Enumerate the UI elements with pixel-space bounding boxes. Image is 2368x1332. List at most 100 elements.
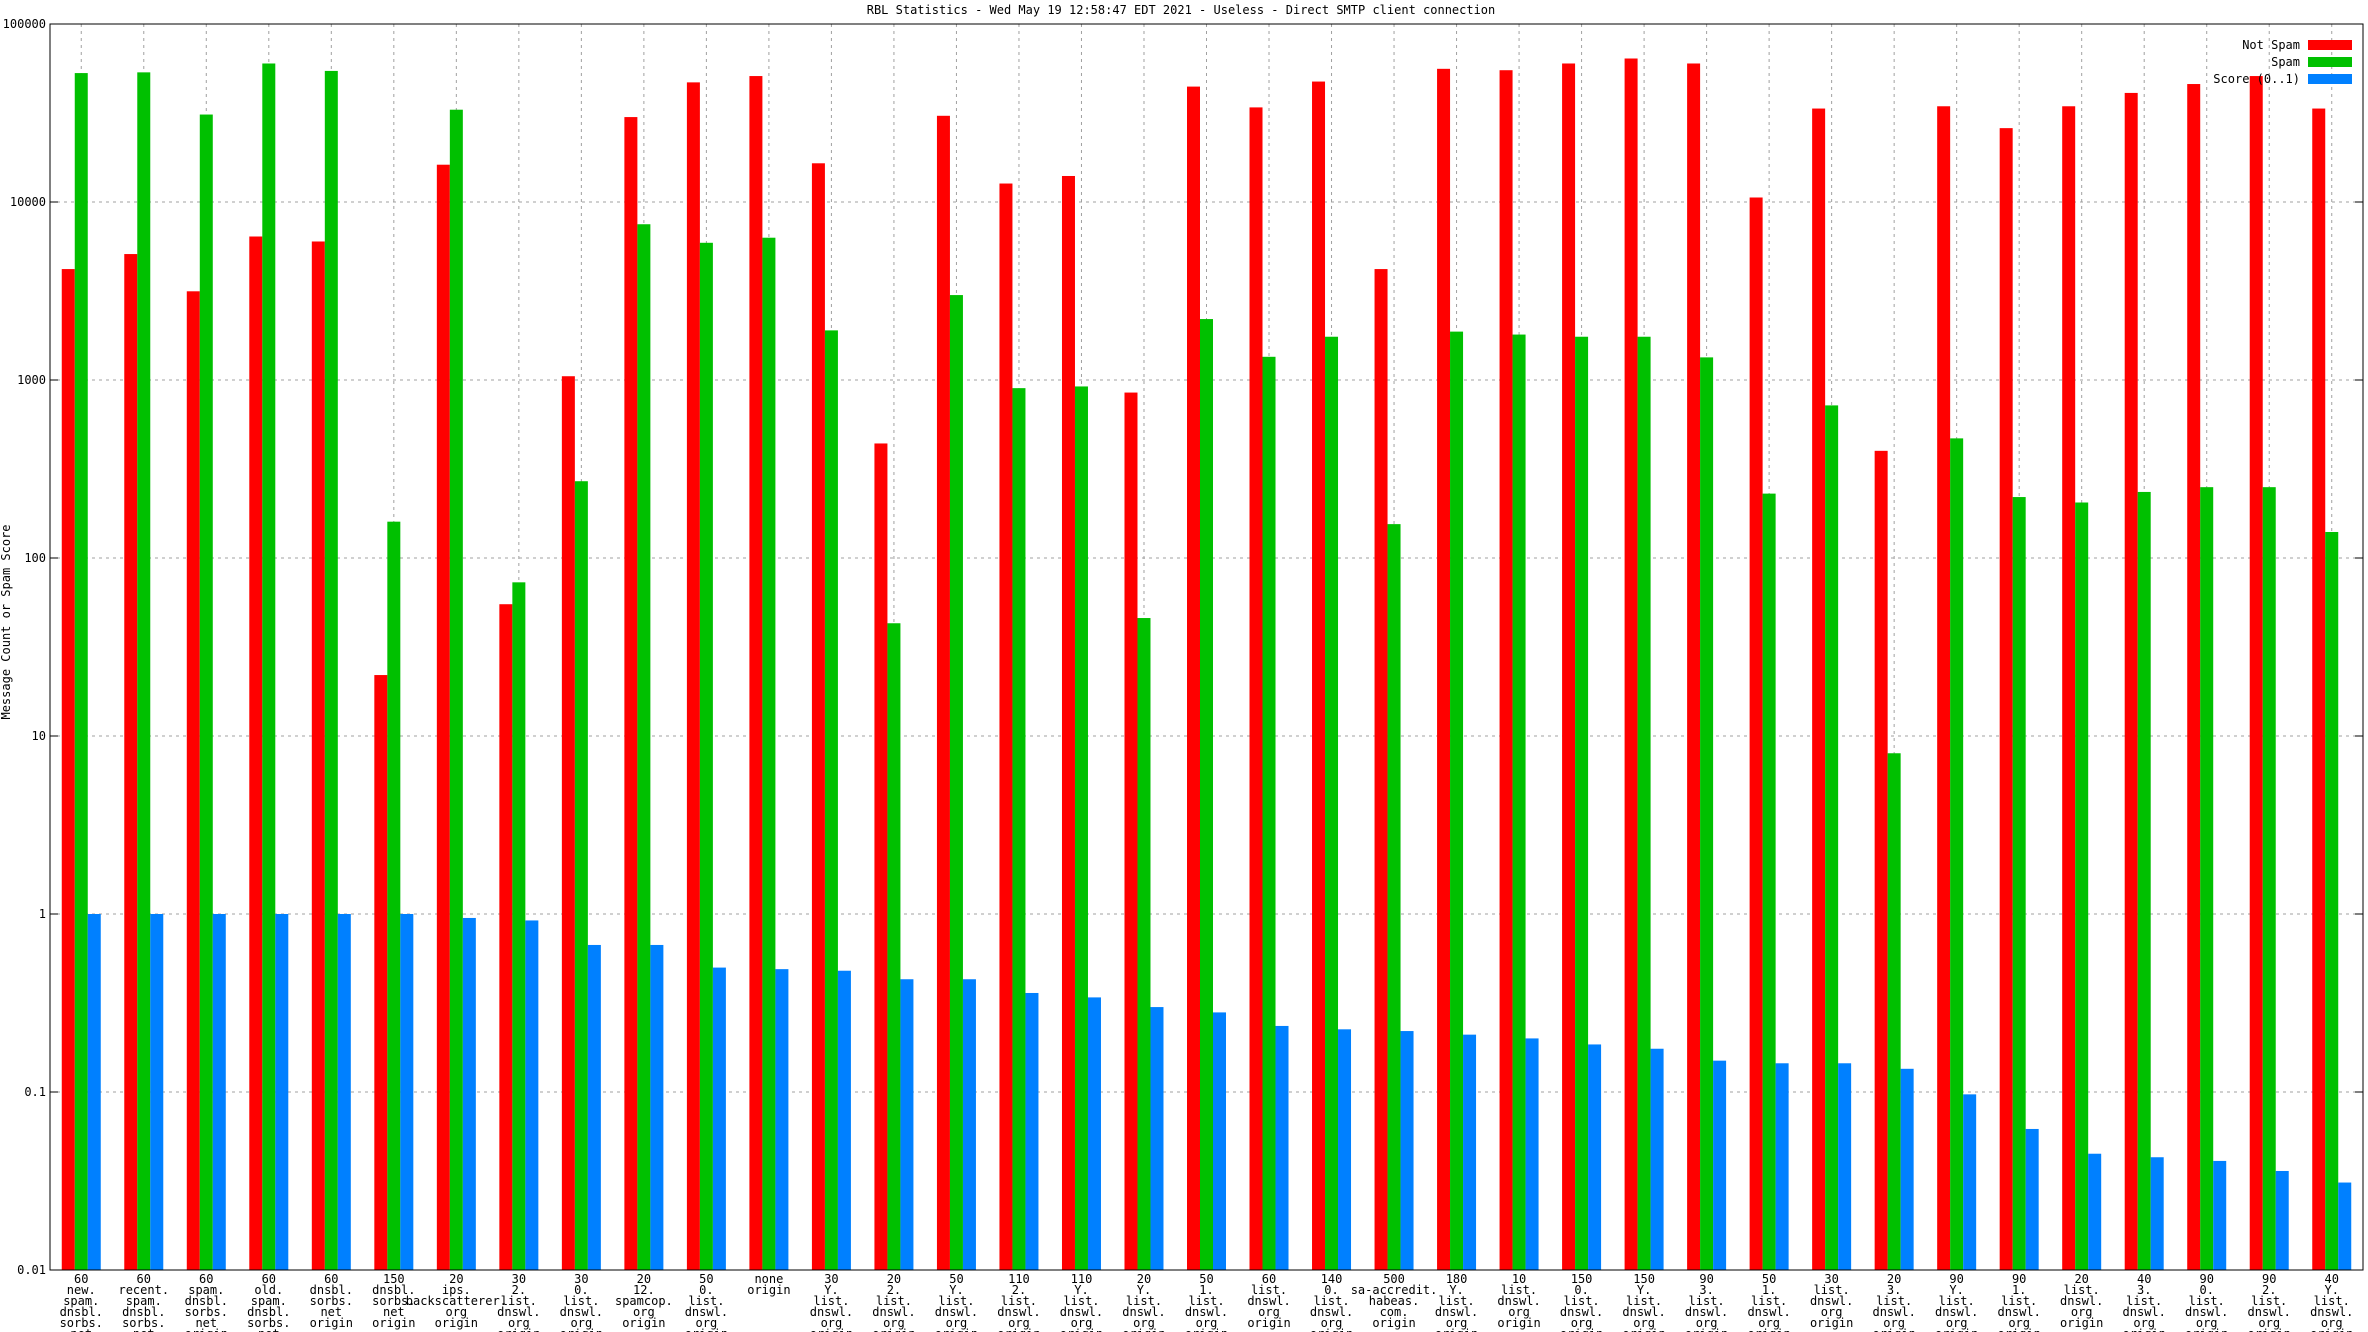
x-category-label-line: org xyxy=(2321,1316,2343,1330)
x-category-label-line: org xyxy=(2008,1316,2030,1330)
x-category-label-line: 60 xyxy=(74,1272,88,1286)
bar-spam xyxy=(74,73,88,1271)
bar-not-spam xyxy=(749,76,763,1271)
bar-spam xyxy=(137,72,151,1270)
x-category-label-line: spam. xyxy=(251,1294,287,1308)
bar-score xyxy=(212,914,226,1270)
bar-not-spam xyxy=(561,376,575,1271)
x-category-label-line: 150 xyxy=(1633,1272,1655,1286)
x-category-label-line: list. xyxy=(1313,1294,1349,1308)
bar-spam xyxy=(449,109,463,1271)
x-category-label-line: org xyxy=(696,1316,718,1330)
x-category-label-line: 10 xyxy=(1512,1272,1526,1286)
x-category-label-line: list. xyxy=(563,1294,599,1308)
x-category-label-line: origin xyxy=(1997,1327,2040,1332)
bar-spam xyxy=(1137,618,1151,1270)
x-category-label-line: list. xyxy=(938,1294,974,1308)
x-category-label-line: Y. xyxy=(949,1283,963,1297)
bar-spam xyxy=(324,70,338,1271)
x-category-label-line: list. xyxy=(1063,1294,1099,1308)
x-category-label-line: 1. xyxy=(1199,1283,1213,1297)
x-category-label-line: 20 xyxy=(1887,1272,1901,1286)
x-category-label-line: sa-accredit. xyxy=(1351,1283,1438,1297)
bar-not-spam xyxy=(999,183,1013,1270)
bar-score xyxy=(462,917,476,1270)
x-category-label-line: spam. xyxy=(188,1283,224,1297)
x-category-label-line: dnswl. xyxy=(1310,1305,1353,1319)
bar-not-spam xyxy=(1874,450,1888,1270)
y-axis-ticks: 100000 10000 1000 100 10 1 0.1 0.01 xyxy=(3,17,2363,1277)
x-category-label-line: org xyxy=(883,1316,905,1330)
x-category-label-line: 30 xyxy=(824,1272,838,1286)
bar-spam xyxy=(1762,493,1776,1271)
x-category-label-line: 60 xyxy=(1262,1272,1276,1286)
x-category-label-line: 50 xyxy=(699,1272,713,1286)
x-category-label-line: origin xyxy=(1622,1327,1665,1332)
x-category-label-line: dnsbl. xyxy=(247,1305,290,1319)
x-category-label-line: org xyxy=(1883,1316,1905,1330)
bar-score xyxy=(87,914,101,1270)
bar-not-spam xyxy=(1499,70,1513,1270)
x-category-label-line: Y. xyxy=(1637,1283,1651,1297)
x-category-label-line: org xyxy=(946,1316,968,1330)
x-category-label-line: dnswl. xyxy=(1997,1305,2040,1319)
x-category-label-line: sorbs. xyxy=(247,1316,290,1330)
x-category-label-line: 140 xyxy=(1321,1272,1343,1286)
x-category-label-line: sorbs. xyxy=(310,1294,353,1308)
bar-score xyxy=(1650,1048,1664,1270)
x-category-label-line: 90 xyxy=(2199,1272,2213,1286)
x-category-label-line: dnswl. xyxy=(1560,1305,1603,1319)
x-category-label-line: dnswl. xyxy=(1685,1305,1728,1319)
x-category-label-line: origin xyxy=(997,1327,1040,1332)
x-category-label-line: 1. xyxy=(2012,1283,2026,1297)
x-category-label-line: list. xyxy=(1564,1294,1600,1308)
bar-not-spam xyxy=(686,82,700,1271)
x-category-label-line: 20 xyxy=(449,1272,463,1286)
x-category-label-line: 2. xyxy=(2262,1283,2276,1297)
x-category-label-line: 3. xyxy=(1699,1283,1713,1297)
x-category-label-line: 20 xyxy=(637,1272,651,1286)
chart-title: RBL Statistics - Wed May 19 12:58:47 EDT… xyxy=(867,3,1496,17)
x-category-label-line: 90 xyxy=(1699,1272,1713,1286)
bar-spam xyxy=(2325,531,2339,1270)
x-category-label-line: origin xyxy=(685,1327,728,1332)
x-category-label-line: 150 xyxy=(383,1272,405,1286)
x-category-label-line: list. xyxy=(1689,1294,1725,1308)
x-category-label-line: dnswl. xyxy=(1060,1305,1103,1319)
x-category-label-line: origin xyxy=(872,1327,915,1332)
x-category-label-line: origin xyxy=(1122,1327,1165,1332)
bar-not-spam xyxy=(1687,63,1701,1270)
x-category-label-line: backscatterer. xyxy=(406,1294,507,1308)
x-category-label-line: origin xyxy=(1435,1327,1478,1332)
x-category-label-line: org xyxy=(1008,1316,1030,1330)
x-category-label-line: origin xyxy=(435,1316,478,1330)
bar-score xyxy=(837,970,851,1270)
x-category-label-line: org xyxy=(633,1305,655,1319)
x-category-label-line: org xyxy=(2258,1316,2280,1330)
bar-score xyxy=(2213,1160,2227,1270)
bar-score xyxy=(775,969,789,1270)
bar-score xyxy=(2275,1170,2289,1270)
x-category-label-line: old. xyxy=(254,1283,283,1297)
x-category-label-line: com. xyxy=(1380,1305,1409,1319)
x-category-label-line: dnswl. xyxy=(2248,1305,2291,1319)
bar-spam xyxy=(574,481,588,1270)
bar-score xyxy=(1588,1044,1602,1270)
x-category-label-line: origin xyxy=(1560,1327,1603,1332)
x-category-label-line: origin xyxy=(2185,1327,2228,1332)
x-category-label-line: list. xyxy=(2251,1294,2287,1308)
x-category-label-line: list. xyxy=(1188,1294,1224,1308)
bar-not-spam xyxy=(2062,106,2076,1271)
x-category-label: none origin xyxy=(747,1272,790,1297)
x-category-label-line: 110 xyxy=(1071,1272,1093,1286)
x-category-label-line: Y. xyxy=(1074,1283,1088,1297)
legend-label: Not Spam xyxy=(2242,38,2300,52)
x-category-label-line: dnswl. xyxy=(997,1305,1040,1319)
